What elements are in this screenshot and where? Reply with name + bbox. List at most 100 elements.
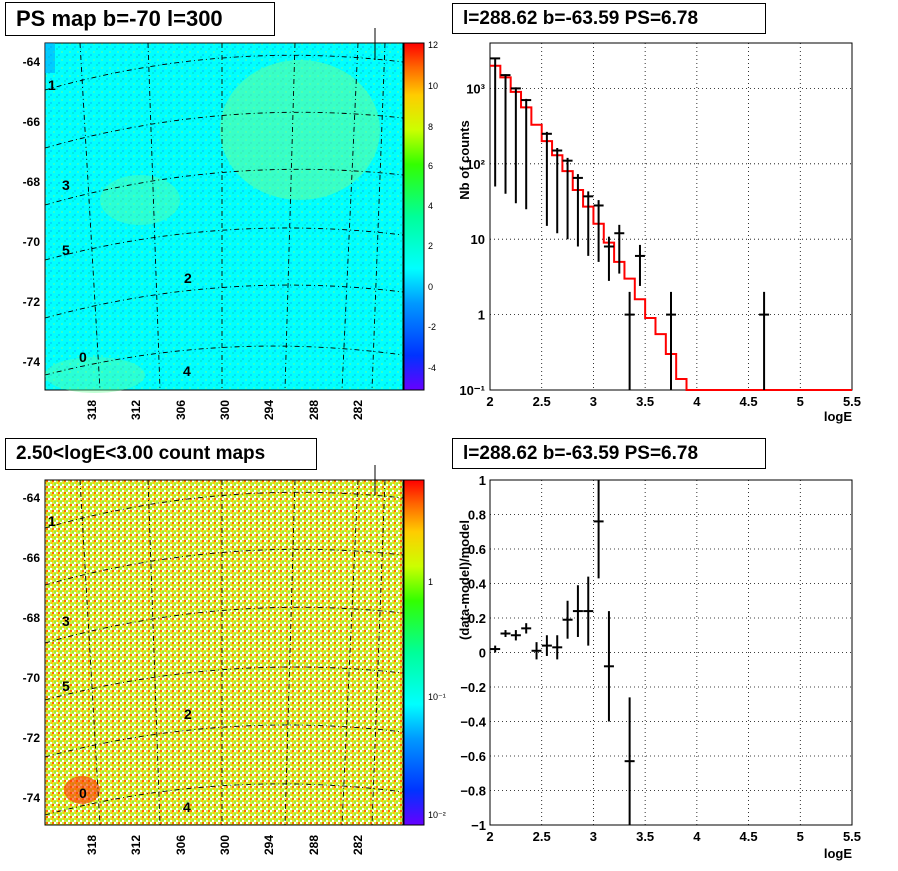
ps-colorbar-tick: 2 [428,241,433,251]
residual-point [562,600,573,639]
residual-point [593,480,604,579]
spectrum-x-tick: 3 [590,394,597,409]
spectrum-x-tick: 4 [693,394,701,409]
ps-map-x-tick: 312 [129,400,143,420]
residual-y-tick: 0.6 [468,542,486,557]
data-point [541,131,552,226]
count-colorbar-tick: 10⁻² [428,810,446,820]
count-map-x-tick: 318 [85,835,99,855]
spectrum-x-tick: 2 [486,394,493,409]
data-points [490,57,770,390]
data-point [562,157,573,240]
residual-y-tick: −0.6 [460,749,486,764]
data-point [521,98,532,210]
residual-point [541,635,552,656]
ps-colorbar-tick: 12 [428,40,438,50]
ps-map: 1 3 5 2 0 4 -64 -66 -68 -70 -72 -74 318 … [23,28,438,420]
spectrum-y-label: Nb of counts [457,120,472,199]
source-label-0: 0 [79,349,87,365]
data-point [510,87,521,204]
spectrum-y-tick: 10² [466,157,485,172]
ps-map-graticule [44,42,404,391]
residual-y-tick: −1 [471,818,486,833]
residual-y-tick: 0.2 [468,611,486,626]
ps-colorbar-tick: 10 [428,81,438,91]
count-colorbar-tick: 10⁻¹ [428,692,446,702]
data-point [572,174,583,247]
count-map: 1 3 5 2 0 4 -64 -66 -68 -70 -72 -74 318 … [23,465,446,855]
residual-y-tick: 0.4 [468,577,487,592]
residual-point [552,635,563,660]
spectrum-x-tick: 4.5 [740,394,758,409]
ps-map-x-tick: 282 [351,400,365,420]
residual-y-tick: 0 [479,646,486,661]
model-histogram [490,64,852,391]
spectrum-y-tick: 10³ [466,81,485,96]
spectrum-title: l=288.62 b=-63.59 PS=6.78 [452,3,766,34]
data-point [603,236,614,281]
count-map-x-tick: 312 [129,835,143,855]
ps-map-hotspot [45,357,145,393]
residual-x-tick: 5 [797,829,804,844]
count-colorbar [403,479,425,826]
ps-map-x-tick: 300 [218,400,232,420]
count-map-x-tick: 306 [174,835,188,855]
spectrum-x-label: logE [824,409,852,424]
spectrum-plot: 2 2.5 3 3.5 4 4.5 5 5.5 10⁻¹ 1 10 10² 10³ logE Nb o… [457,42,861,424]
ps-map-x-tick: 318 [85,400,99,420]
residual-x-tick: 4.5 [740,829,758,844]
residual-y-tick: −0.8 [460,784,486,799]
data-point [634,244,645,286]
ps-map-hotspot [220,60,380,200]
count-map-x-tick: 300 [218,835,232,855]
count-map-y-tick: -66 [23,551,41,565]
residual-point [572,585,583,637]
residual-point [531,642,542,660]
spectrum-x-tick: 2.5 [533,394,551,409]
count-map-y-tick: -72 [23,731,41,745]
ps-colorbar-tick: -2 [428,322,436,332]
residual-x-label: logE [824,846,852,861]
source-label-1: 1 [48,513,56,529]
residual-x-tick: 5.5 [843,829,861,844]
ps-colorbar-tick: 6 [428,161,433,171]
residual-grid [489,479,853,826]
ps-colorbar-tick: -4 [428,363,436,373]
source-label-4: 4 [183,799,191,815]
source-label-3: 3 [62,613,70,629]
data-point [552,147,563,234]
count-map-hotspot [64,776,100,804]
residual-point [490,645,501,653]
residual-y-tick: 1 [479,473,486,488]
count-map-x-tick: 294 [262,835,276,855]
spectrum-y-tick: 1 [478,308,485,323]
residual-points [490,480,635,825]
data-point [666,291,676,390]
data-point [593,200,604,262]
source-label-3: 3 [62,177,70,193]
ps-map-y-tick: -70 [23,235,41,249]
count-map-x-tick: 282 [351,835,365,855]
data-point [759,291,770,390]
source-label-0: 0 [79,785,87,801]
ps-map-hotspot [100,175,180,225]
count-map-y-tick: -74 [23,791,41,805]
residual-point [521,623,532,634]
data-point [500,74,511,194]
residual-y-tick: −0.2 [460,680,486,695]
ps-map-x-tick: 288 [307,400,321,420]
count-map-graticule [44,479,404,826]
count-map-y-tick: -70 [23,671,41,685]
residual-y-tick: 0.8 [468,508,486,523]
spectrum-x-tick: 3.5 [636,394,654,409]
spectrum-y-tick: 10⁻¹ [459,383,485,398]
ps-map-x-tick: 294 [262,400,276,420]
residual-x-tick: 4 [693,829,701,844]
ps-colorbar-tick: 0 [428,282,433,292]
source-label-5: 5 [62,678,70,694]
ps-map-x-tick: 306 [174,400,188,420]
source-label-2: 2 [184,706,192,722]
data-point [624,291,635,390]
data-point [614,224,625,274]
